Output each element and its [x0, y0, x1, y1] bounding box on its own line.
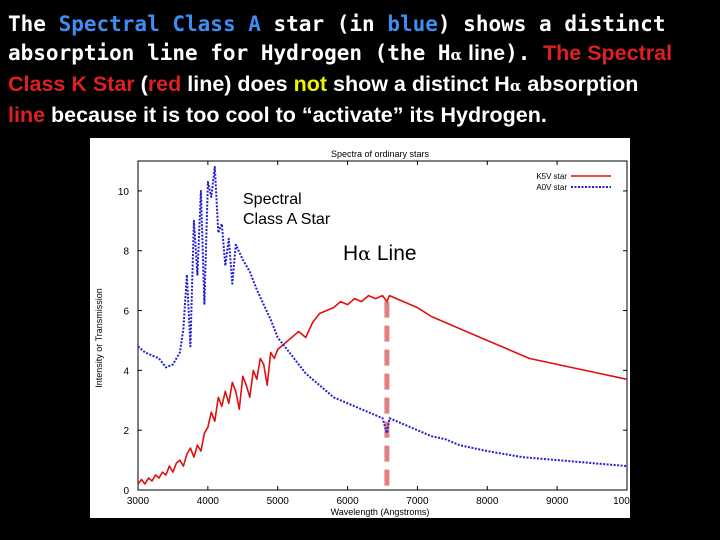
h-alpha-annotation: Hα Line: [343, 242, 417, 266]
a0v-series-line: [137, 166, 628, 468]
heading-class-a: Spectral Class A: [58, 12, 261, 36]
heading-text: line: [462, 41, 506, 65]
annotation-text: Spectral: [243, 191, 302, 208]
annotation-text: Line: [371, 242, 417, 265]
spectrum-plot: Spectra of ordinary stars Wavelength (An…: [90, 138, 641, 518]
heading-text: The: [8, 12, 59, 36]
x-tick-label: 5000: [267, 496, 290, 507]
annotation-text: Class K Star: [456, 281, 540, 298]
heading-text: ) shows a distinct: [437, 12, 666, 36]
heading-class-k: Class K Star: [8, 72, 135, 96]
legend-label: K5V star: [536, 172, 567, 181]
y-tick-label: 10: [118, 187, 130, 198]
k5v-series-line: [137, 294, 628, 485]
y-tick-label: 0: [123, 486, 129, 497]
heading-alpha: α: [450, 46, 463, 64]
x-tick-label: 10000: [613, 496, 630, 507]
y-tick-label: 2: [123, 426, 129, 437]
heading-text: ).: [505, 41, 544, 65]
y-tick-label: 6: [123, 307, 129, 318]
annotation-text: Spectral: [456, 260, 512, 277]
y-tick-label: 4: [123, 366, 129, 377]
class-k-annotation: Spectral Class K Star: [456, 258, 539, 300]
heading-not-word: not: [293, 72, 328, 96]
chart-title: Spectra of ordinary stars: [331, 149, 430, 159]
heading-class-k: The Spectral: [543, 41, 673, 65]
heading-text: star (in: [260, 12, 388, 36]
heading-text: because it is too cool to “activate” its…: [45, 103, 547, 127]
annotation-text: H: [343, 242, 359, 265]
heading-text: (: [134, 72, 148, 96]
legend-label: A0V star: [536, 183, 567, 192]
heading-red-word: red: [147, 72, 182, 96]
heading-blue-word: blue: [387, 12, 438, 36]
spectrum-chart: Spectra of ordinary stars Wavelength (An…: [94, 149, 641, 517]
x-tick-label: 4000: [197, 496, 220, 507]
x-tick-label: 3000: [127, 496, 150, 507]
heading-text: absorption line for Hydrogen (the H: [8, 41, 451, 65]
heading-alpha: α: [509, 77, 522, 95]
class-a-annotation: Spectral Class A Star: [243, 190, 330, 230]
heading-text: show a distinct H: [327, 72, 510, 96]
x-axis-label: Wavelength (Angstroms): [331, 507, 430, 517]
heading-text: line) does: [181, 72, 294, 96]
x-tick-label: 9000: [546, 496, 569, 507]
y-axis-label: Intensity or Transmission: [94, 288, 104, 388]
annotation-alpha: α: [358, 243, 372, 265]
heading-text: absorption: [521, 72, 639, 96]
heading-line-word: line: [8, 103, 46, 127]
y-tick-label: 8: [123, 247, 129, 258]
slide-heading: The Spectral Class A star (in blue) show…: [8, 10, 714, 130]
x-tick-label: 8000: [476, 496, 499, 507]
x-tick-label: 7000: [406, 496, 429, 507]
annotation-text: Class A Star: [243, 211, 331, 228]
x-tick-label: 6000: [336, 496, 359, 507]
plot-frame: [137, 160, 628, 491]
